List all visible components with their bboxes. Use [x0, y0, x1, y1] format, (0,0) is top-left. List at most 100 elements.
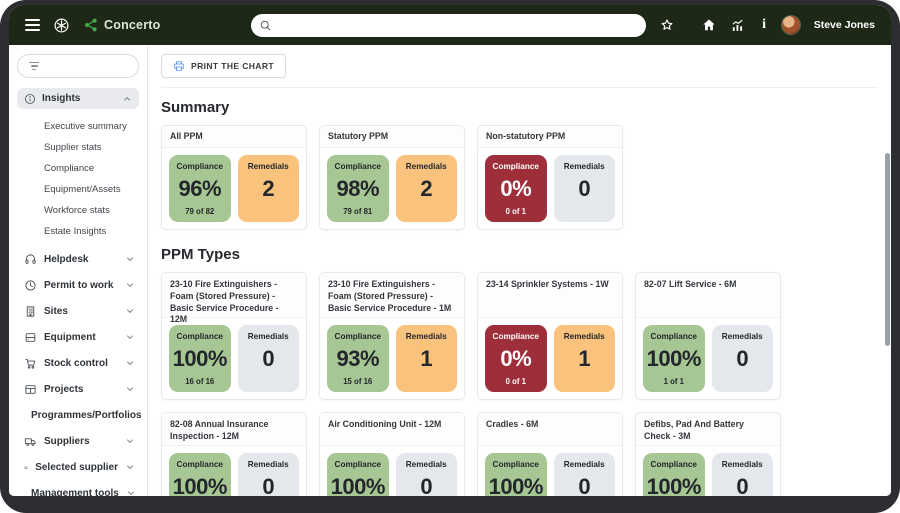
tile-label: Remedials [405, 162, 447, 171]
remedials-value: 0 [262, 346, 275, 372]
remedials-value: 0 [736, 346, 749, 372]
sidebar-item-projects[interactable]: Projects [17, 376, 139, 402]
app-screen: Concerto i Steve Jones [9, 5, 891, 496]
sidebar-item-label: Sites [44, 305, 68, 317]
star-icon[interactable] [659, 17, 675, 33]
sidebar-item-label: Selected supplier [35, 461, 118, 473]
tile-label: Compliance [176, 460, 223, 469]
sidebar-item-equipment[interactable]: Equipment [17, 324, 139, 350]
sidebar-item-executive-summary[interactable]: Executive summary [44, 121, 127, 132]
remedials-tile: Remedials 0 [553, 453, 615, 496]
filter-icon [29, 61, 39, 71]
sidebar-item-programmes-portfolios[interactable]: Programmes/Portfolios [17, 402, 142, 428]
sidebar: Insights Executive summary Supplier stat… [9, 45, 148, 496]
sidebar-item-sites[interactable]: Sites [17, 298, 139, 324]
sidebar-item-estate-insights[interactable]: Estate Insights [44, 226, 107, 237]
insights-submenu: Executive summary Supplier stats Complia… [17, 116, 139, 242]
compliance-count: 15 of 16 [343, 377, 373, 386]
summary-card-all-ppm: All PPM Compliance 96% 79 of 82 Remedial… [161, 125, 307, 230]
table-icon [25, 384, 36, 394]
remedials-tile: Remedials 2 [395, 155, 457, 222]
truck-icon [24, 465, 28, 469]
sidebar-item-management-tools[interactable]: Management tools [17, 480, 139, 496]
remedials-value: 0 [420, 474, 433, 496]
home-icon[interactable] [701, 17, 717, 33]
compliance-value: 0% [500, 346, 532, 372]
sidebar-item-stock-control[interactable]: Stock control [17, 350, 139, 376]
tile-label: Compliance [334, 332, 381, 341]
sidebar-filter-input[interactable] [45, 61, 147, 71]
concerto-logo-icon [85, 18, 97, 32]
tile-label: Compliance [650, 460, 697, 469]
summary-card-statutory-ppm: Statutory PPM Compliance 98% 79 of 81 Re… [319, 125, 465, 230]
remedials-tile: Remedials 0 [237, 325, 299, 392]
sidebar-item-helpdesk[interactable]: Helpdesk [17, 246, 139, 272]
compliance-count: 0 of 1 [505, 207, 526, 216]
compliance-tile: Compliance 100% 1 of 1 [643, 453, 705, 496]
ppm-card: 23-10 Fire Extinguishers - Foam (Stored … [161, 272, 307, 400]
compliance-value: 100% [172, 474, 228, 496]
avatar[interactable] [780, 15, 801, 35]
sidebar-item-workforce-stats[interactable]: Workforce stats [44, 205, 110, 216]
brand-logo[interactable]: Concerto [83, 17, 160, 33]
ppm-type-cards: 23-10 Fire Extinguishers - Foam (Stored … [161, 272, 891, 496]
info-icon[interactable]: i [762, 17, 766, 32]
sidebar-item-compliance[interactable]: Compliance [44, 163, 95, 174]
print-chart-button[interactable]: PRINT THE CHART [161, 54, 286, 78]
chevron-up-icon [122, 94, 132, 104]
topbar: Concerto i Steve Jones [9, 5, 891, 45]
sidebar-item-label: Suppliers [44, 435, 90, 447]
tile-label: Compliance [492, 162, 539, 171]
sidebar-item-selected-supplier[interactable]: Selected supplier [17, 454, 139, 480]
tile-label: Remedials [405, 332, 447, 341]
remedials-value: 1 [578, 346, 591, 372]
compliance-count: 0 of 1 [505, 377, 526, 386]
compliance-tile: Compliance 0% 0 of 1 [485, 325, 547, 392]
card-title: 23-14 Sprinkler Systems - 1W [478, 273, 622, 318]
compliance-value: 0% [500, 176, 532, 202]
tile-label: Compliance [334, 460, 381, 469]
compliance-count: 79 of 81 [343, 207, 373, 216]
sidebar-item-permit-to-work[interactable]: Permit to work [17, 272, 139, 298]
remedials-value: 2 [262, 176, 275, 202]
search-input[interactable] [277, 19, 647, 31]
ppm-card: 23-14 Sprinkler Systems - 1W Compliance … [477, 272, 623, 400]
analytics-icon[interactable] [730, 17, 747, 34]
ppm-card: Cradles - 6M Compliance 100% 5 of 5 Reme… [477, 412, 623, 496]
sidebar-groups: Helpdesk Permit to work Sites [17, 246, 142, 496]
tile-label: Remedials [563, 162, 605, 171]
card-title: Air Conditioning Unit - 12M [320, 413, 464, 446]
card-title: Non-statutory PPM [478, 126, 622, 148]
vertical-scrollbar[interactable] [885, 153, 890, 346]
chevron-down-icon [125, 384, 135, 394]
remedials-value: 1 [420, 346, 433, 372]
headset-icon [25, 253, 36, 264]
card-title: All PPM [162, 126, 306, 148]
menu-icon[interactable] [25, 19, 40, 31]
sidebar-item-label: Programmes/Portfolios [31, 409, 142, 421]
chevron-down-icon [125, 462, 135, 472]
sidebar-item-equipment-assets[interactable]: Equipment/Assets [44, 184, 121, 195]
sidebar-item-suppliers[interactable]: Suppliers [17, 428, 139, 454]
remedials-tile: Remedials 1 [395, 325, 457, 392]
tile-label: Remedials [405, 460, 447, 469]
sidebar-item-insights[interactable]: Insights [17, 88, 139, 109]
tile-label: Compliance [650, 332, 697, 341]
cart-icon [25, 358, 36, 369]
compliance-value: 96% [178, 176, 222, 202]
sidebar-item-label: Insights [42, 93, 81, 104]
summary-cards: All PPM Compliance 96% 79 of 82 Remedial… [161, 125, 891, 230]
globe-icon[interactable] [53, 17, 70, 34]
building-icon [26, 305, 35, 317]
remedials-tile: Remedials 1 [553, 325, 615, 392]
compliance-value: 100% [646, 346, 702, 372]
card-title: Cradles - 6M [478, 413, 622, 446]
remedials-value: 2 [420, 176, 433, 202]
compliance-tile: Compliance 96% 79 of 82 [169, 155, 231, 222]
compliance-tile: Compliance 100% 1 of 1 [643, 325, 705, 392]
printer-icon [174, 61, 184, 71]
compliance-count: 1 of 1 [663, 377, 684, 386]
sidebar-item-supplier-stats[interactable]: Supplier stats [44, 142, 102, 153]
compliance-value: 100% [330, 474, 386, 496]
